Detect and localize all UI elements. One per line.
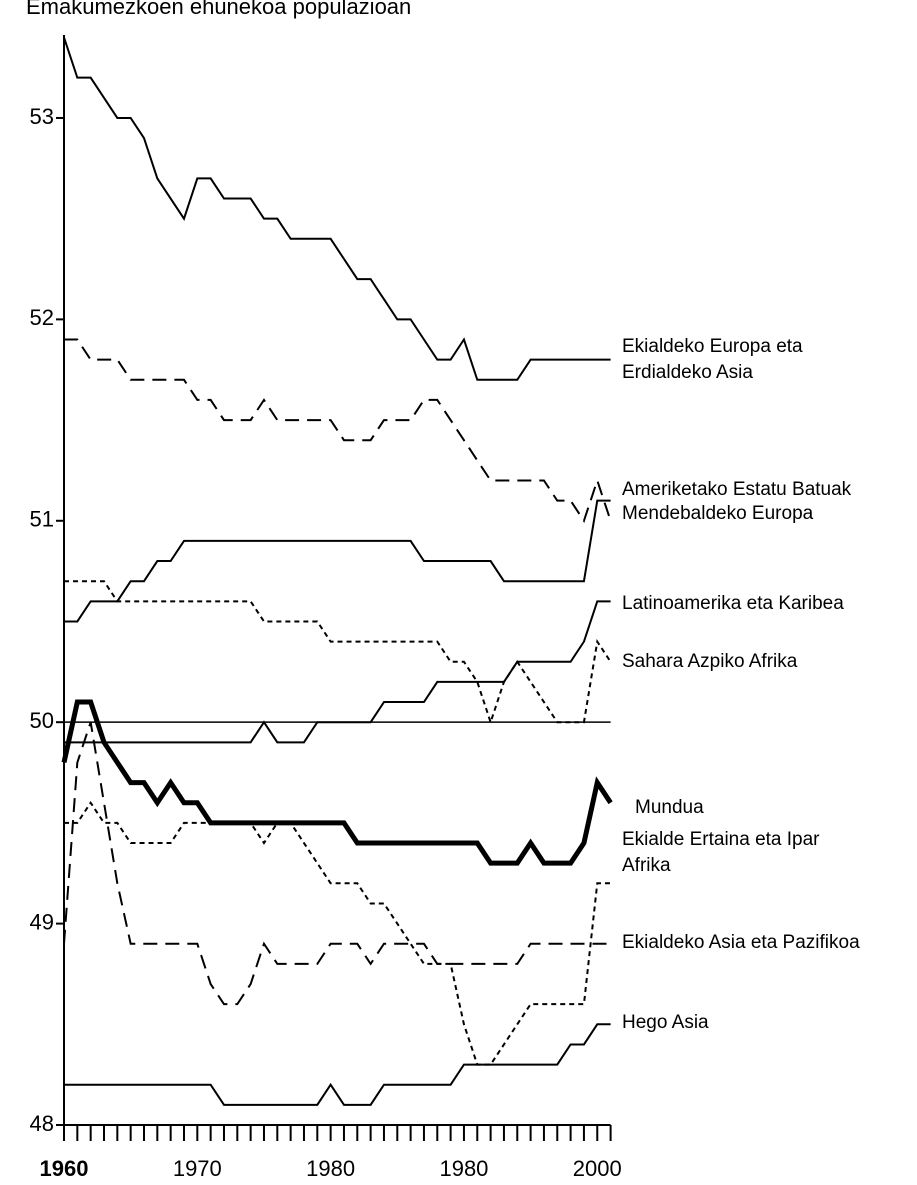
y-tick-label: 51 xyxy=(30,507,54,532)
series-label: Sahara Azpiko Afrika xyxy=(622,651,798,672)
y-tick-label: 49 xyxy=(30,909,54,934)
line-series xyxy=(64,1023,611,1106)
series-label: Ekialdeko Europa eta Erdialdeko Asia xyxy=(622,336,803,383)
series-label: Mendebaldeko Europa xyxy=(622,503,814,524)
x-tick-label: 1980 xyxy=(439,1156,488,1181)
line-series xyxy=(64,499,611,623)
line-series xyxy=(64,338,612,524)
series-label: Ekialde Ertaina eta Ipar Afrika xyxy=(622,829,820,876)
series-label: Latinoamerika eta Karibea xyxy=(622,593,844,614)
series-label: Ekialdeko Asia eta Pazifikoa xyxy=(622,932,860,953)
y-tick-label: 48 xyxy=(30,1111,54,1136)
y-tick-label: 50 xyxy=(30,708,54,733)
series-label: Hego Asia xyxy=(622,1012,709,1033)
series-label: Mundua xyxy=(635,797,704,818)
line-series xyxy=(61,699,613,866)
series-label: Ameriketako Estatu Batuak xyxy=(622,479,852,500)
x-tick-label: 2000 xyxy=(573,1156,622,1181)
y-tick-label: 53 xyxy=(30,104,54,129)
line-series xyxy=(64,580,612,726)
line-series xyxy=(64,800,611,1066)
x-tick-label: 1960 xyxy=(40,1156,89,1181)
line-series xyxy=(63,721,611,1006)
chart-title: Emakumezkoen ehunekoa populazioan xyxy=(26,0,411,19)
line-series xyxy=(63,37,611,381)
line-series xyxy=(64,600,611,744)
x-tick-label: 1970 xyxy=(173,1156,222,1181)
y-tick-label: 52 xyxy=(30,305,54,330)
x-tick-label: 1980 xyxy=(306,1156,355,1181)
